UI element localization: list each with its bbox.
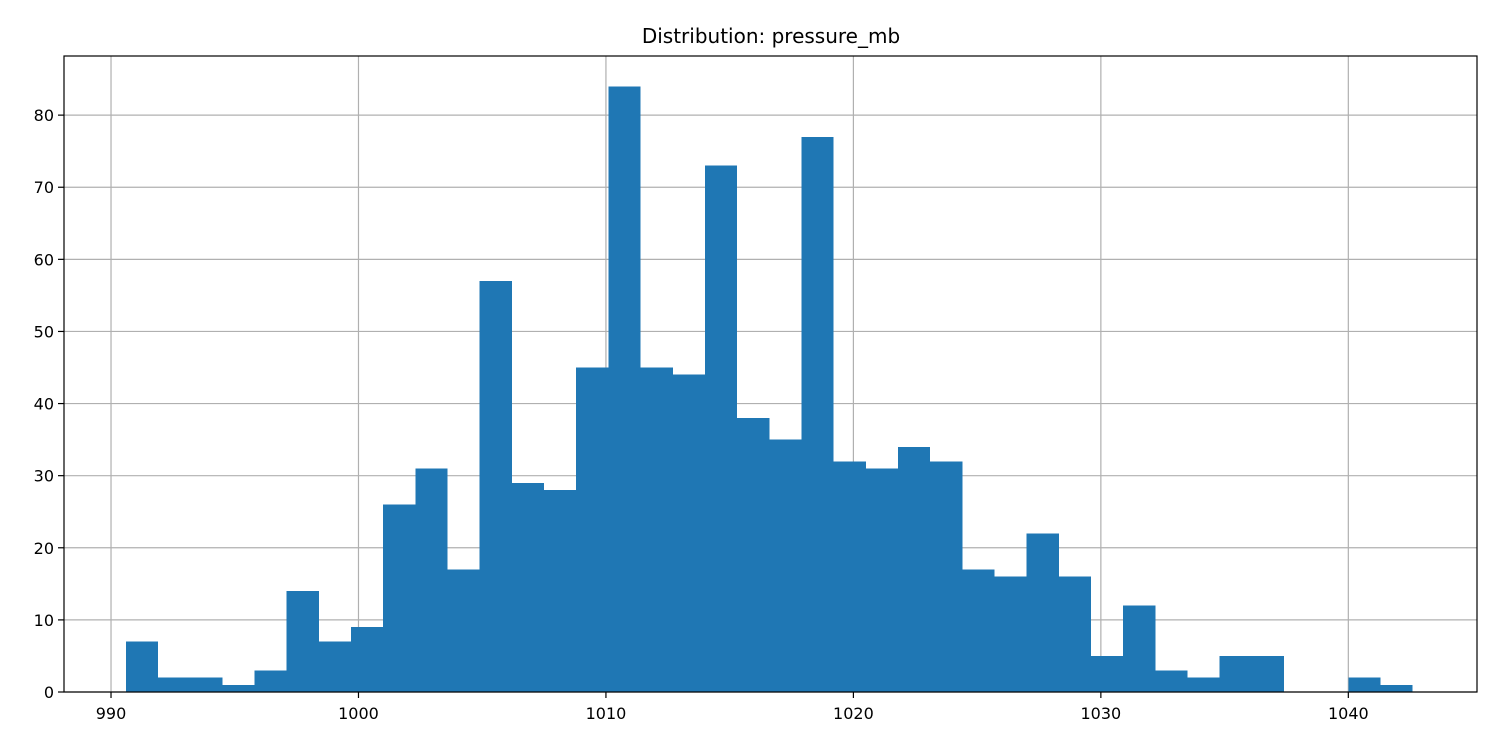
histogram-bar — [640, 367, 673, 692]
histogram-bar — [801, 136, 834, 692]
histogram-bar — [286, 591, 319, 692]
histogram-bar — [415, 468, 448, 692]
x-tick-label: 1010 — [586, 704, 627, 723]
histogram-bar — [930, 461, 963, 692]
y-tick-label: 50 — [34, 322, 54, 341]
histogram-bar — [608, 86, 641, 693]
histogram-bar — [125, 641, 159, 692]
histogram-bar — [479, 280, 512, 692]
y-tick-label: 80 — [34, 106, 54, 125]
histogram-bar — [1058, 576, 1091, 692]
y-tick-label: 0 — [44, 683, 54, 702]
histogram-bar — [576, 367, 609, 692]
histogram-bar — [1026, 533, 1059, 692]
histogram-bar — [254, 670, 287, 692]
histogram-bar — [544, 490, 577, 692]
y-tick-label: 30 — [34, 467, 54, 486]
histogram-bar — [737, 417, 770, 692]
x-tick-label: 1020 — [833, 704, 874, 723]
histogram-bar — [704, 165, 738, 692]
plot-frame — [63, 55, 1478, 693]
histogram-bar — [1219, 655, 1252, 692]
histogram-bar — [158, 677, 191, 692]
histogram-bar — [511, 482, 545, 692]
histogram-bar — [1187, 677, 1220, 692]
histogram-bar — [769, 439, 802, 692]
histogram-bar — [994, 576, 1027, 692]
histogram-bar — [318, 641, 352, 692]
x-tick-label: 1040 — [1328, 704, 1369, 723]
x-tick-label: 1030 — [1081, 704, 1122, 723]
x-tick-label: 990 — [96, 704, 127, 723]
y-tick-label: 20 — [34, 539, 54, 558]
histogram-bar — [1090, 655, 1124, 692]
chart-title: Distribution: pressure_mb — [642, 24, 900, 48]
histogram-bar — [447, 569, 480, 692]
histogram-bar — [1348, 677, 1381, 692]
histogram-bar — [897, 446, 931, 692]
x-tick-label: 1000 — [338, 704, 379, 723]
y-tick-label: 60 — [34, 250, 54, 269]
histogram-bar — [1251, 655, 1284, 692]
histogram-bar — [351, 627, 384, 692]
histogram-bars — [125, 86, 1413, 693]
histogram-bar — [383, 504, 416, 692]
y-tick-label: 10 — [34, 611, 54, 630]
histogram-bar — [222, 684, 255, 692]
y-tick-label: 70 — [34, 178, 54, 197]
y-tick-label: 40 — [34, 395, 54, 414]
histogram-bar — [1380, 684, 1413, 692]
histogram-bar — [833, 461, 866, 692]
histogram-bar — [672, 374, 705, 692]
histogram-bar — [962, 569, 995, 692]
histogram-bar — [1155, 670, 1188, 692]
histogram-bar — [190, 677, 223, 692]
y-axis-ticks: 0 10 20 30 40 50 60 70 80 — [34, 106, 64, 702]
histogram-bar — [1123, 605, 1156, 692]
histogram-bar — [865, 468, 898, 692]
x-axis-ticks: 990 1000 1010 1020 1030 1040 — [96, 692, 1369, 723]
